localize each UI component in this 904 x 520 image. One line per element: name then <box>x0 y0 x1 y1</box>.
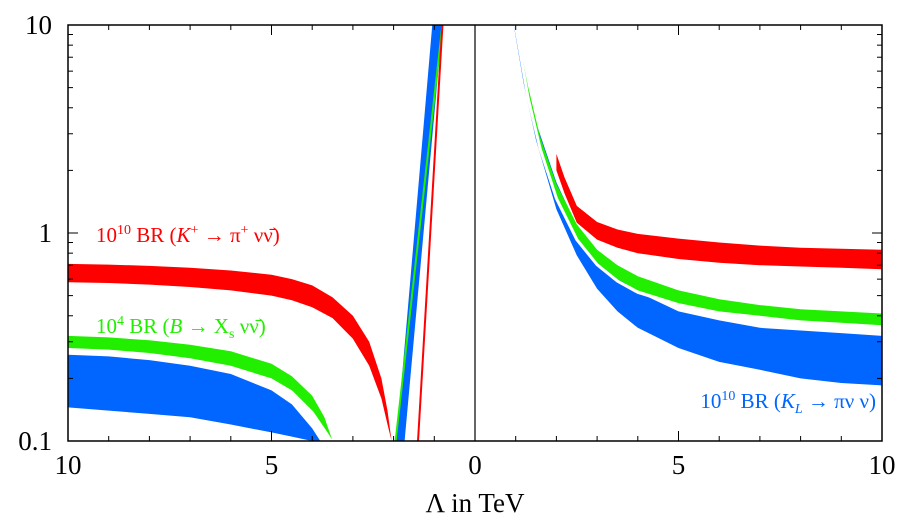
ticks-layer <box>67 24 883 442</box>
band-bxs-left <box>68 335 333 441</box>
x-tick-label: 5 <box>672 450 686 480</box>
band-bxs-right <box>515 25 882 326</box>
x-tick-label: 0 <box>468 450 482 480</box>
band-kplus-left <box>68 263 392 441</box>
peak-kplus <box>417 24 444 442</box>
y-tick-label: 10 <box>25 10 52 40</box>
x-axis-label: Λ in TeV <box>426 488 525 518</box>
x-tick-label: 10 <box>869 450 896 480</box>
x-tick-label: 10 <box>55 450 82 480</box>
peak-bxs <box>394 24 444 442</box>
x-tick-label: 5 <box>265 450 279 480</box>
bands-layer <box>67 25 883 444</box>
series-label-bxs: 104 BR (B → Xs νν̄) <box>96 314 266 342</box>
band-kplus-right <box>556 153 882 270</box>
band-kl-left <box>68 354 321 441</box>
series-label-kplus: 1010 BR (K+ → π+ νν̄) <box>96 223 280 247</box>
gap-line-left <box>67 348 334 444</box>
gap-line-right <box>514 26 883 329</box>
y-tick-label: 0.1 <box>18 426 52 456</box>
series-label-kl: 1010 BR (KL → πν ν) <box>700 389 876 417</box>
lines-layer <box>394 24 476 442</box>
y-tick-label: 1 <box>39 218 53 248</box>
band-kl-right <box>513 25 882 386</box>
